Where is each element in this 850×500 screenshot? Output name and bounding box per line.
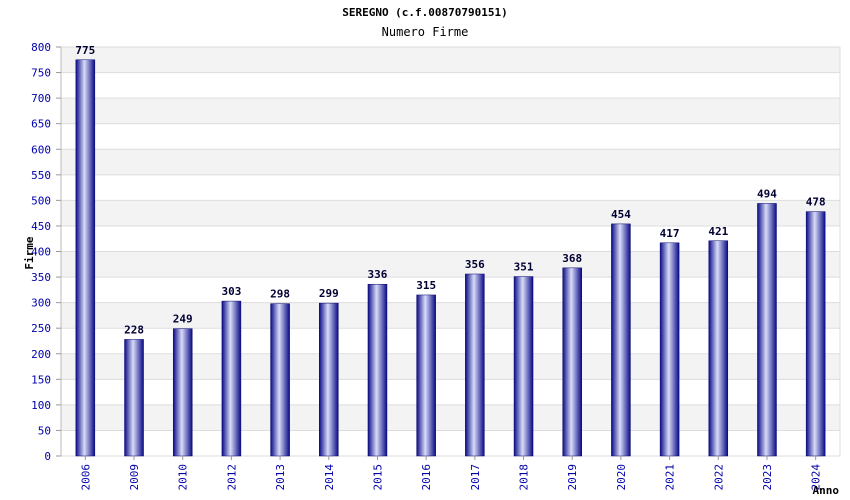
bar: [75, 59, 96, 457]
bar: [221, 300, 242, 457]
x-tick-label: 2023: [761, 464, 774, 491]
x-tick-label: 2013: [274, 464, 287, 491]
bar: [270, 303, 290, 457]
x-tick-label: 2021: [664, 464, 677, 491]
y-tick-label: 700: [31, 92, 51, 105]
y-tick-label: 800: [31, 41, 51, 54]
x-tick-label: 2016: [420, 464, 433, 491]
data-label: 356: [465, 258, 485, 271]
bar: [659, 242, 680, 457]
x-tick-label: 2024: [810, 464, 823, 491]
bar: [513, 276, 534, 457]
data-label: 494: [757, 187, 777, 200]
bar: [367, 283, 388, 457]
x-tick-label: 2019: [566, 464, 579, 491]
x-tick-label: 2012: [225, 464, 238, 491]
y-tick-label: 550: [31, 169, 51, 182]
bar: [562, 267, 582, 457]
data-label: 368: [562, 252, 582, 265]
x-tick-label: 2014: [323, 464, 336, 491]
data-label: 336: [368, 268, 388, 281]
bar: [805, 211, 826, 457]
x-tick-label: 2009: [128, 464, 141, 491]
y-tick-label: 750: [31, 67, 51, 80]
data-label: 303: [221, 285, 241, 298]
data-label: 421: [708, 225, 728, 238]
bar: [416, 294, 436, 457]
y-tick-label: 100: [31, 399, 51, 412]
y-tick-label: 250: [31, 322, 51, 335]
y-tick-label: 50: [38, 424, 51, 437]
x-tick-label: 2022: [712, 464, 725, 491]
data-label: 299: [319, 287, 339, 300]
data-label: 315: [416, 279, 436, 292]
bar: [757, 203, 777, 457]
x-tick-label: 2006: [79, 464, 92, 491]
x-tick-label: 2018: [518, 464, 531, 491]
y-tick-label: 350: [31, 271, 51, 284]
x-axis-label: Anno: [813, 484, 840, 497]
grid-band: [61, 149, 840, 175]
data-label: 775: [75, 44, 95, 57]
y-tick-label: 500: [31, 194, 51, 207]
x-tick-label: 2020: [615, 464, 628, 491]
bar: [465, 273, 485, 457]
bar: [124, 339, 144, 457]
bar: [708, 240, 729, 457]
grid-band: [61, 47, 840, 73]
chart-title: SEREGNO (c.f.00870790151): [342, 6, 508, 19]
chart-subtitle: Numero Firme: [381, 25, 469, 39]
grid-band: [61, 98, 840, 124]
data-label: 417: [660, 227, 680, 240]
data-label: 454: [611, 208, 631, 221]
bar: [172, 328, 193, 457]
grid-band: [61, 200, 840, 226]
y-axis-label: Firme: [23, 236, 36, 269]
data-label: 298: [270, 288, 290, 301]
y-tick-label: 650: [31, 118, 51, 131]
bar: [319, 302, 339, 457]
data-label: 478: [806, 196, 826, 209]
data-label: 249: [173, 313, 193, 326]
y-tick-label: 600: [31, 143, 51, 156]
y-tick-label: 150: [31, 373, 51, 386]
data-label: 228: [124, 323, 144, 336]
x-tick-label: 2015: [371, 464, 384, 491]
bar: [611, 223, 631, 457]
data-label: 351: [514, 261, 534, 274]
y-tick-label: 200: [31, 348, 51, 361]
y-tick-label: 450: [31, 220, 51, 233]
x-tick-label: 2010: [177, 464, 190, 491]
x-tick-label: 2017: [469, 464, 482, 491]
y-tick-label: 400: [31, 246, 51, 259]
y-tick-label: 300: [31, 297, 51, 310]
y-tick-label: 0: [44, 450, 51, 463]
